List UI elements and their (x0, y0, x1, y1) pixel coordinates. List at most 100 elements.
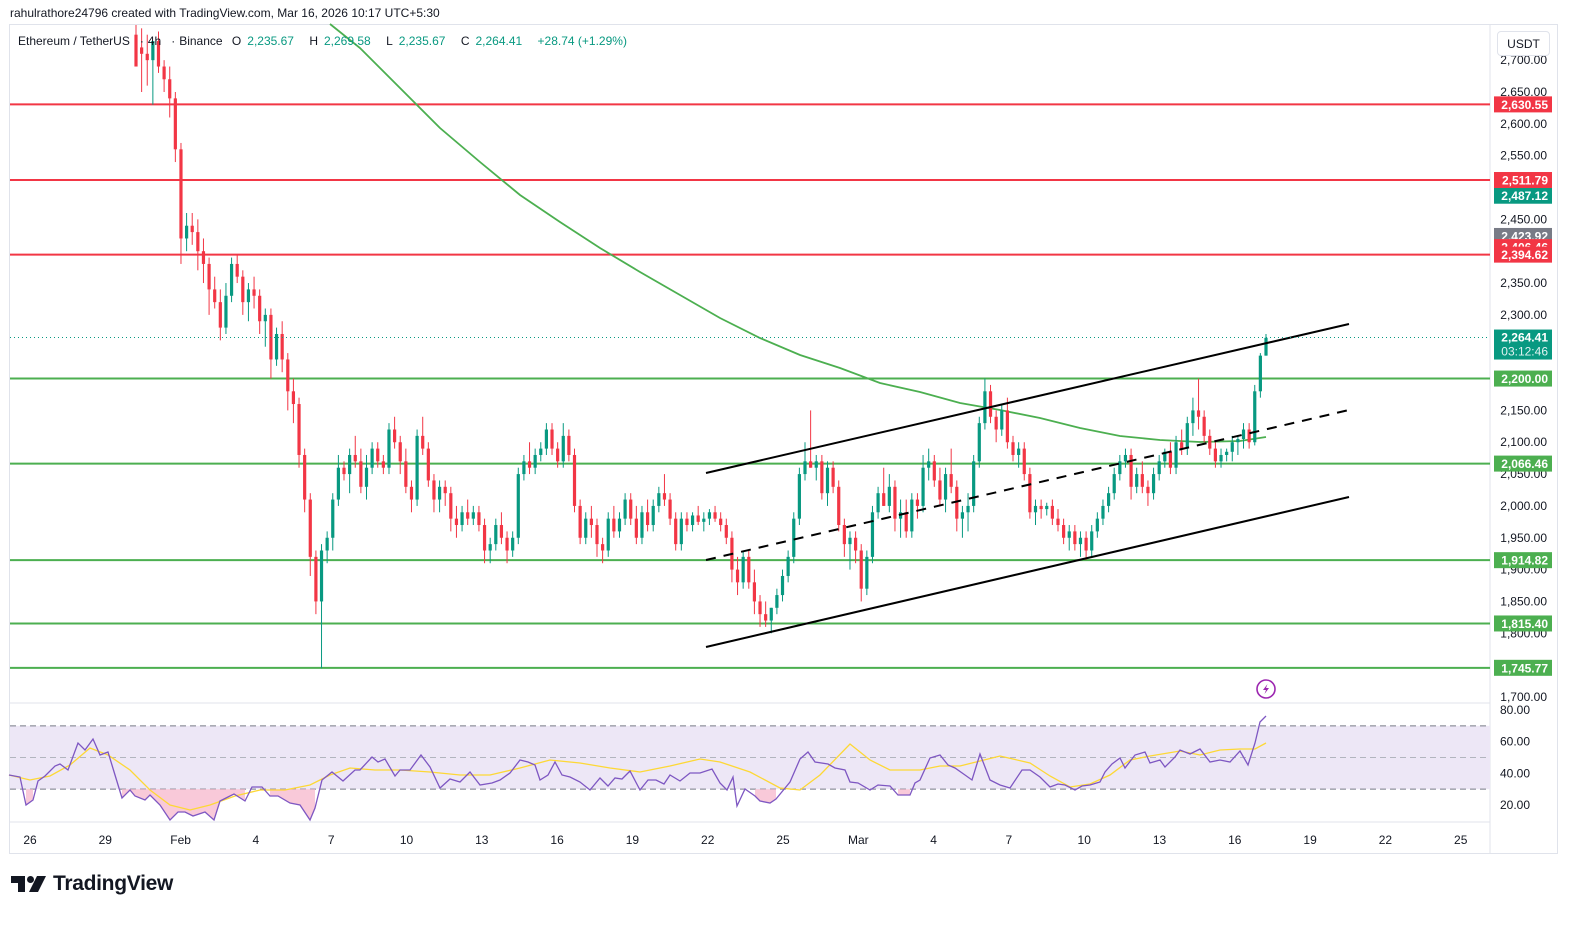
time-axis[interactable]: 26 29 Feb 4 7 10 13 16 19 22 25 Mar 4 7 10 13 16 19 22 25 (23, 833, 1467, 847)
candle-body (870, 512, 875, 557)
lightning-alert-icon[interactable] (1256, 679, 1276, 699)
candle-body (376, 448, 380, 462)
candle-body (387, 429, 391, 468)
candle-body (1017, 448, 1021, 455)
level-badge-support-text: 2,200.00 (1501, 372, 1548, 386)
candle-body (1180, 442, 1184, 449)
rsi-oversold-fill (270, 789, 315, 820)
level-badge-support-text: 1,745.77 (1501, 661, 1548, 675)
rsi-scale[interactable]: 80.00 60.00 40.00 20.00 (1500, 703, 1530, 812)
candle-body (786, 556, 790, 576)
candle-body (246, 289, 251, 303)
channel-lower-line[interactable] (705, 496, 1350, 648)
candle-body (1022, 448, 1026, 475)
ma-line[interactable] (329, 23, 1267, 443)
candle-body (179, 149, 183, 239)
candle-body (443, 486, 447, 494)
channel-upper-line[interactable] (705, 323, 1350, 474)
candle-body (522, 461, 526, 475)
candle-body (932, 461, 936, 481)
candle-body (1185, 423, 1189, 449)
low-value: L 2,235.67 (386, 34, 446, 48)
candle-body (359, 461, 363, 487)
moving-average-line[interactable] (329, 23, 1267, 443)
level-badge-support (1494, 659, 1552, 676)
rsi-lines (8, 715, 1267, 822)
candle-body (1033, 505, 1038, 513)
candle-body (1095, 518, 1099, 532)
price-tick-label: 1,850.00 (1500, 594, 1547, 608)
symbol-name[interactable]: Ethereum / TetherUS (18, 34, 130, 48)
level-badge-support (1494, 552, 1552, 569)
rsi-band (10, 725, 1490, 790)
price-tick-label: 2,600.00 (1500, 117, 1547, 131)
candle-body (1241, 429, 1246, 440)
candle-body (207, 263, 211, 290)
legend-separator: · (139, 34, 144, 48)
rsi-oversold-fill (755, 789, 776, 803)
level-badge-resistance-text: 2,394.62 (1501, 248, 1548, 262)
candle-body (432, 480, 436, 500)
parallel-channel[interactable] (705, 323, 1350, 648)
candle-body (466, 512, 470, 519)
close-value: C 2,264.41 (460, 34, 523, 48)
time-tick-label: 16 (550, 833, 564, 847)
price-badge-text: 2,487.12 (1501, 189, 1548, 203)
time-tick-label: 10 (1078, 833, 1092, 847)
candle-body (803, 461, 807, 475)
chart-frame (9, 24, 1558, 854)
candle-body (494, 525, 498, 545)
price-tick-label: 2,350.00 (1500, 276, 1547, 290)
candle-body (842, 525, 846, 545)
candle-body (921, 467, 925, 506)
time-tick-label: 4 (930, 833, 937, 847)
candle-body (184, 225, 189, 239)
tradingview-logo[interactable]: TradingView (11, 872, 173, 896)
candle-body (482, 525, 487, 551)
candle-body (752, 582, 757, 602)
candle-body (719, 518, 723, 526)
candle-body (915, 499, 920, 506)
candle-body (780, 575, 785, 596)
channel-middle-line[interactable] (705, 409, 1350, 561)
time-tick-label: Feb (170, 833, 191, 847)
candle-body (837, 486, 841, 526)
price-tick-label: 2,450.00 (1500, 212, 1547, 226)
candle-body (1073, 531, 1077, 545)
candle-body (1090, 531, 1094, 551)
candle-body (556, 448, 560, 462)
time-tick-label: 16 (1228, 833, 1242, 847)
level-badge-support-text: 1,815.40 (1501, 617, 1548, 631)
candle-body (1174, 442, 1178, 468)
price-badge (1494, 187, 1552, 204)
candle-body (291, 391, 296, 405)
candle-body (426, 448, 430, 481)
candle-body (331, 499, 335, 538)
symbol-legend[interactable]: Ethereum / TetherUS · 4h · Binance O 2,235.67… (18, 34, 633, 48)
candle-body (1151, 474, 1156, 494)
candle-body (196, 232, 200, 252)
candle-body (1146, 486, 1150, 494)
candle-body (353, 454, 357, 462)
candle-body (612, 518, 616, 532)
candle-body (364, 467, 369, 487)
candle-body (955, 486, 959, 519)
time-tick-label: 10 (400, 833, 414, 847)
candle-body (724, 525, 728, 538)
candle-body (1039, 505, 1043, 510)
interval-label[interactable]: 4h (147, 34, 162, 48)
candle-body (1135, 474, 1139, 487)
candle-body (505, 537, 509, 551)
currency-button[interactable]: USDT (1497, 31, 1550, 56)
horizontal-levels[interactable] (10, 103, 1490, 669)
candle-body (651, 505, 655, 526)
exchange-label: Binance (179, 34, 223, 48)
time-tick-label: 25 (776, 833, 790, 847)
candle-body (825, 467, 830, 494)
candle-body (994, 416, 998, 430)
candle-body (1157, 461, 1161, 475)
candle-body (1123, 454, 1128, 462)
candle-body (1118, 461, 1122, 475)
candle-body (477, 512, 481, 526)
